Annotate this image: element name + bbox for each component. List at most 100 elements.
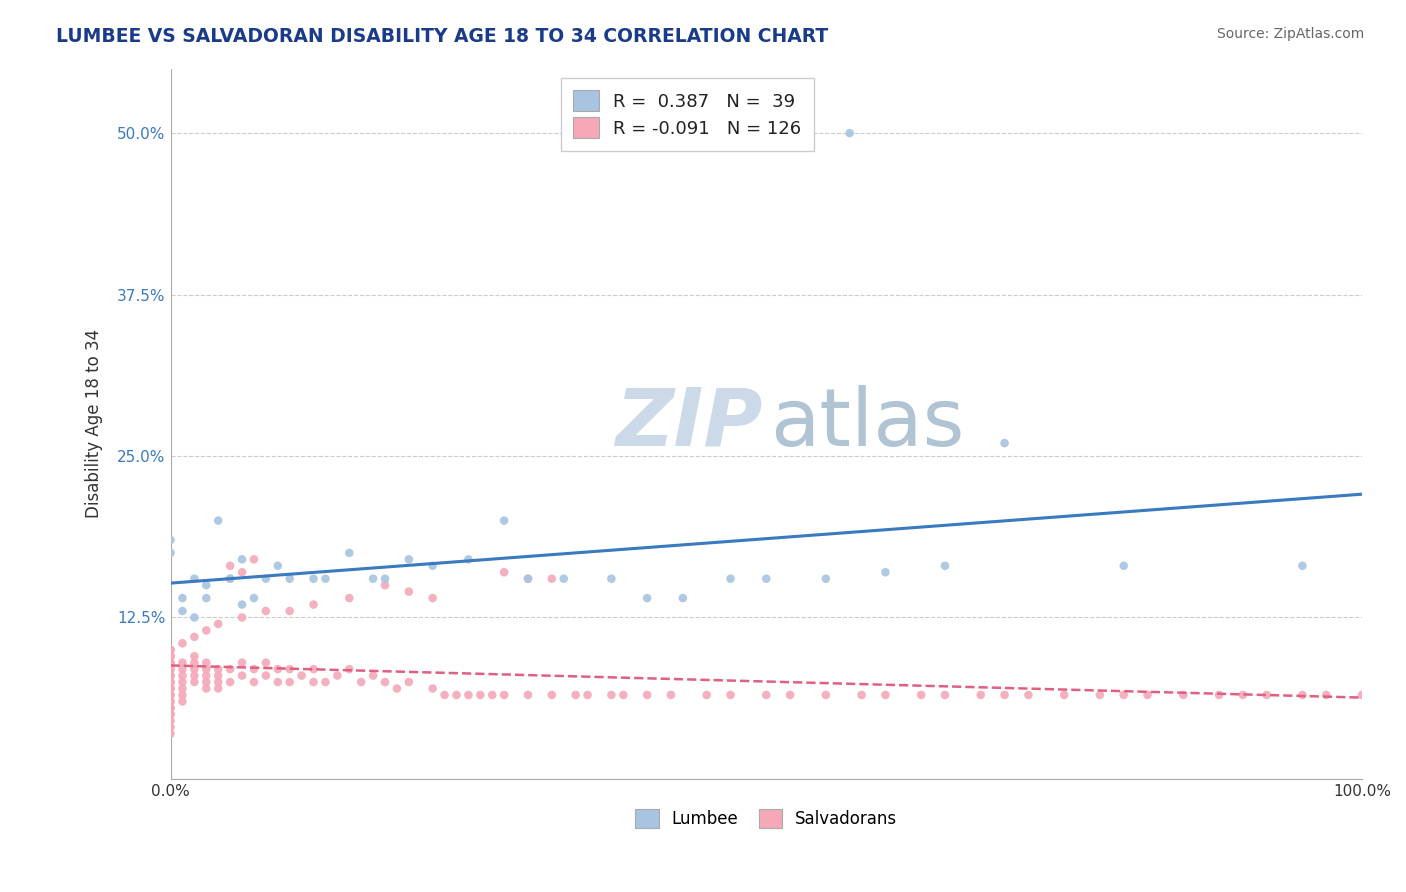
Point	[302, 675, 325, 690]
Point	[278, 675, 301, 690]
Point	[159, 681, 181, 696]
Point	[755, 688, 778, 702]
Point	[1315, 688, 1337, 702]
Point	[207, 616, 229, 631]
Point	[231, 566, 253, 580]
Point	[494, 688, 516, 702]
Point	[243, 552, 266, 566]
Point	[814, 572, 837, 586]
Point	[159, 720, 181, 734]
Point	[254, 656, 277, 670]
Point	[755, 572, 778, 586]
Point	[696, 688, 718, 702]
Point	[636, 591, 658, 606]
Point	[195, 624, 218, 638]
Point	[540, 688, 562, 702]
Point	[1136, 688, 1159, 702]
Point	[720, 688, 742, 702]
Point	[517, 572, 540, 586]
Point	[183, 630, 205, 644]
Text: Source: ZipAtlas.com: Source: ZipAtlas.com	[1216, 27, 1364, 41]
Point	[398, 552, 420, 566]
Point	[159, 662, 181, 676]
Point	[183, 675, 205, 690]
Point	[159, 649, 181, 664]
Point	[600, 688, 623, 702]
Point	[838, 126, 860, 140]
Point	[422, 558, 444, 573]
Point	[302, 572, 325, 586]
Point	[172, 591, 194, 606]
Point	[254, 668, 277, 682]
Point	[278, 604, 301, 618]
Point	[779, 688, 801, 702]
Point	[970, 688, 993, 702]
Point	[612, 688, 634, 702]
Point	[278, 572, 301, 586]
Point	[422, 591, 444, 606]
Point	[875, 688, 897, 702]
Point	[159, 727, 181, 741]
Point	[540, 572, 562, 586]
Point	[517, 572, 540, 586]
Point	[207, 662, 229, 676]
Point	[302, 598, 325, 612]
Point	[195, 662, 218, 676]
Point	[159, 688, 181, 702]
Point	[159, 701, 181, 715]
Point	[159, 675, 181, 690]
Point	[159, 714, 181, 728]
Point	[494, 514, 516, 528]
Point	[172, 636, 194, 650]
Text: atlas: atlas	[770, 384, 965, 463]
Point	[207, 675, 229, 690]
Point	[243, 675, 266, 690]
Point	[326, 668, 349, 682]
Point	[374, 572, 396, 586]
Point	[207, 668, 229, 682]
Point	[159, 694, 181, 708]
Point	[159, 675, 181, 690]
Point	[207, 681, 229, 696]
Point	[374, 675, 396, 690]
Point	[183, 668, 205, 682]
Text: LUMBEE VS SALVADORAN DISABILITY AGE 18 TO 34 CORRELATION CHART: LUMBEE VS SALVADORAN DISABILITY AGE 18 T…	[56, 27, 828, 45]
Point	[195, 591, 218, 606]
Point	[302, 662, 325, 676]
Point	[636, 688, 658, 702]
Point	[814, 688, 837, 702]
Point	[564, 688, 586, 702]
Point	[172, 604, 194, 618]
Point	[159, 649, 181, 664]
Point	[183, 572, 205, 586]
Point	[875, 566, 897, 580]
Point	[457, 552, 479, 566]
Y-axis label: Disability Age 18 to 34: Disability Age 18 to 34	[86, 329, 103, 518]
Point	[159, 707, 181, 722]
Point	[1291, 688, 1313, 702]
Point	[1351, 688, 1374, 702]
Point	[278, 662, 301, 676]
Point	[231, 552, 253, 566]
Point	[159, 694, 181, 708]
Point	[1088, 688, 1111, 702]
Point	[183, 656, 205, 670]
Point	[720, 572, 742, 586]
Point	[219, 558, 242, 573]
Point	[267, 558, 290, 573]
Point	[183, 662, 205, 676]
Point	[183, 649, 205, 664]
Point	[172, 681, 194, 696]
Point	[159, 642, 181, 657]
Point	[672, 591, 695, 606]
Point	[172, 688, 194, 702]
Point	[231, 598, 253, 612]
Point	[337, 591, 360, 606]
Point	[243, 591, 266, 606]
Point	[494, 566, 516, 580]
Point	[243, 662, 266, 676]
Point	[350, 675, 373, 690]
Point	[195, 675, 218, 690]
Point	[337, 546, 360, 560]
Point	[1256, 688, 1278, 702]
